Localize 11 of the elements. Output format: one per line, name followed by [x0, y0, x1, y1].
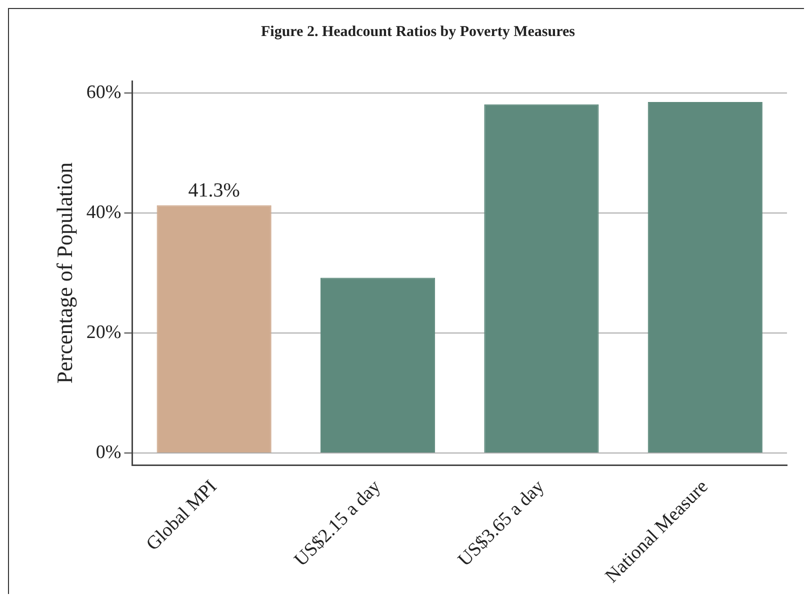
bar [156, 205, 272, 453]
y-tick-label: 0% [96, 442, 122, 463]
y-tick-label: 60% [86, 82, 122, 103]
bar [484, 104, 599, 453]
data-label: 41.3% [188, 179, 240, 202]
bar [648, 102, 762, 453]
bar [320, 278, 436, 453]
chart-title: Figure 2. Headcount Ratios by Poverty Measures [261, 24, 576, 40]
y-tick-label: 20% [86, 322, 122, 343]
y-axis-title: Percentage of Population [52, 162, 77, 384]
y-tick-label: 40% [86, 202, 122, 223]
